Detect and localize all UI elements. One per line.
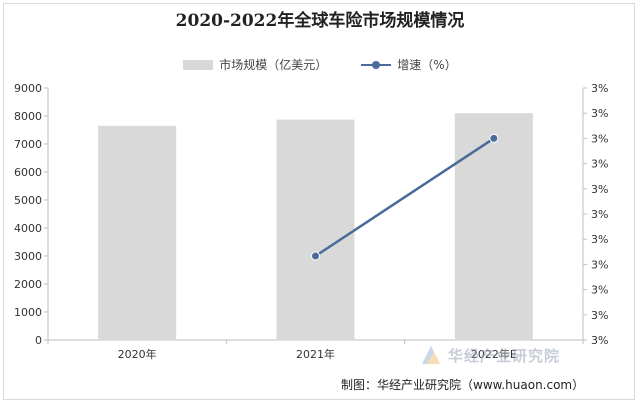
y-right-tick-label: 3% <box>591 208 608 221</box>
y-right-tick-label: 3% <box>591 284 608 297</box>
y-right-tick-label: 3% <box>591 233 608 246</box>
y-left-tick-label: 2000 <box>14 278 42 291</box>
watermark: 华经产业研究院 <box>420 344 560 366</box>
point-growth-rate <box>311 251 320 261</box>
x-tick-label: 2022年E <box>471 347 517 361</box>
y-left-tick-label: 9000 <box>14 82 42 95</box>
y-left-tick-label: 0 <box>35 334 42 347</box>
y-right-tick-label: 3% <box>591 334 608 347</box>
chart-title: 2020-2022年全球车险市场规模情况 <box>175 11 465 31</box>
y-right-tick-label: 3% <box>591 132 608 145</box>
y-right-tick-label: 3% <box>591 258 608 271</box>
x-tick-label: 2021年 <box>296 347 335 361</box>
y-left-tick-label: 6000 <box>14 166 42 179</box>
legend-label-growth-rate: 增速（%） <box>397 58 457 72</box>
y-left-tick-label: 1000 <box>14 306 42 319</box>
y-left-tick-label: 5000 <box>14 194 42 207</box>
y-right-tick-label: 3% <box>591 309 608 322</box>
chart-frame <box>3 3 635 400</box>
bar-market-size <box>454 113 533 340</box>
chart-legend: 市场规模（亿美元） 增速（%） <box>0 56 640 73</box>
y-left-tick-label: 7000 <box>14 138 42 151</box>
y-right-tick-label: 3% <box>591 82 608 95</box>
legend-item-growth-rate: 增速（%） <box>361 56 457 73</box>
y-right-tick-label: 3% <box>591 107 608 120</box>
legend-bar-swatch <box>183 59 214 70</box>
y-left-tick-label: 3000 <box>14 250 42 263</box>
y-left-tick-label: 4000 <box>14 222 42 235</box>
point-growth-rate <box>489 133 499 143</box>
legend-item-market-size: 市场规模（亿美元） <box>183 56 327 73</box>
legend-line-swatch <box>361 60 392 70</box>
line-growth-rate <box>314 137 495 258</box>
y-left-tick-label: 8000 <box>14 110 42 123</box>
bar-market-size <box>98 125 177 340</box>
bar-market-size <box>276 119 355 340</box>
x-tick-label: 2020年 <box>118 347 157 361</box>
watermark-logo-icon <box>422 346 440 364</box>
watermark-text: 华经产业研究院 <box>448 346 561 365</box>
y-right-tick-label: 3% <box>591 183 608 196</box>
y-right-tick-label: 3% <box>591 158 608 171</box>
source-credit: 制图：华经产业研究院（www.huaon.com） <box>341 378 585 392</box>
legend-label-market-size: 市场规模（亿美元） <box>219 58 328 72</box>
